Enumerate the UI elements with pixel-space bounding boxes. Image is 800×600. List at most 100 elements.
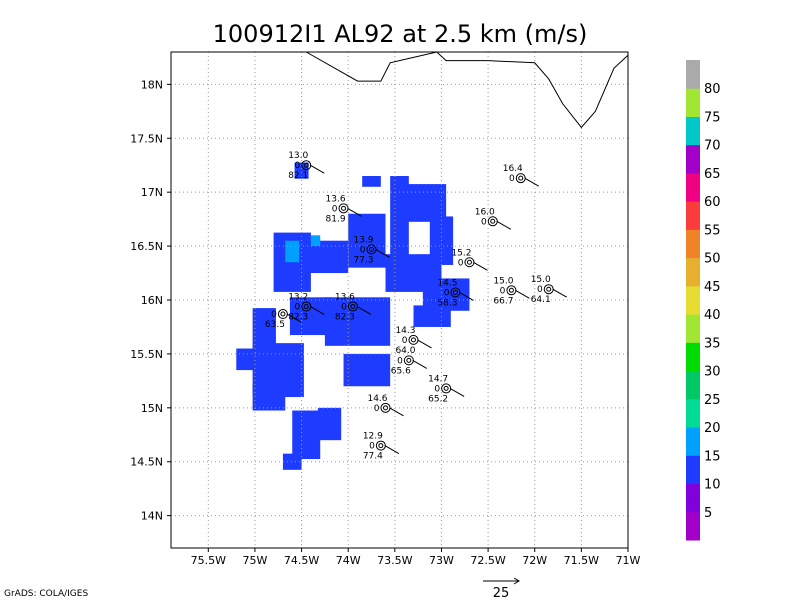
data-cell <box>399 184 447 222</box>
y-tick-label: 14.5N <box>130 456 163 469</box>
data-cell <box>289 297 332 336</box>
x-tick-label: 74W <box>336 554 361 567</box>
track-symbol <box>380 402 391 413</box>
wind-barb <box>417 339 432 349</box>
colorbar-swatch <box>686 483 700 513</box>
wind-barb <box>309 306 325 315</box>
pressure-label: 0 <box>444 288 450 298</box>
lon-label: 81.9 <box>326 214 346 224</box>
reference-vector: 25 <box>483 577 520 600</box>
lon-label: 65.6 <box>391 366 411 376</box>
track-point: 013.9 77.3 <box>353 235 390 265</box>
data-cell <box>252 308 276 346</box>
pressure-label: 0 <box>332 204 338 214</box>
track-symbol <box>403 355 414 366</box>
colorbar-label: 80 <box>704 82 721 97</box>
data-cell <box>236 348 265 371</box>
colorbar-swatch <box>686 314 700 343</box>
credit-text: GrADS: COLA/IGES <box>4 589 88 599</box>
colorbar-label: 55 <box>704 223 721 238</box>
colorbar-label: 70 <box>704 139 721 154</box>
pressure-label: 0 <box>500 286 506 296</box>
track-symbol-inner <box>452 289 458 295</box>
lat-label: 14.5 <box>437 278 457 288</box>
pressure-label: 0 <box>360 245 366 255</box>
lat-label: 14.6 <box>367 394 387 404</box>
lat-label: 15.0 <box>493 276 513 286</box>
track-symbol-inner <box>508 287 514 293</box>
wind-barb <box>347 207 362 217</box>
x-tick-label: 75W <box>243 554 268 567</box>
track-point: 014.5 58.3 <box>437 278 474 308</box>
data-cell <box>282 453 302 470</box>
data-cell <box>348 213 386 268</box>
colorbar-swatch <box>686 257 700 287</box>
data-cell <box>310 235 321 247</box>
plot-area: 013.082.1013.681.9013.977.3016.4016.0015… <box>130 51 641 567</box>
colorbar-swatch <box>686 229 700 259</box>
colorbar-swatch <box>686 342 700 372</box>
lon-label: 82.1 <box>288 171 308 181</box>
track-symbol <box>441 383 452 394</box>
track-point: 014.3 64.0 <box>395 326 432 356</box>
wind-barb <box>496 220 512 230</box>
lat-label: 16.4 <box>503 164 523 174</box>
track-points: 013.082.1013.681.9013.977.3016.4016.0015… <box>265 151 567 462</box>
data-cell <box>362 176 381 187</box>
track-point: 015.2 <box>451 248 488 271</box>
track-symbol <box>338 203 349 214</box>
data-cell <box>292 410 321 460</box>
track-symbol-inner <box>518 175 524 181</box>
colorbar-swatch <box>686 116 700 146</box>
coastline <box>305 51 629 129</box>
lon-label: 58.3 <box>437 298 457 308</box>
data-cell <box>413 305 451 327</box>
colorbar-swatch <box>686 144 700 174</box>
track-point: 013.6 81.9 <box>326 194 362 224</box>
colorbar-swatch <box>686 60 700 89</box>
lat-label: 12.9 <box>363 432 383 442</box>
track-symbol-inner <box>303 303 309 309</box>
track-symbol <box>375 440 386 451</box>
wind-barb <box>473 261 488 271</box>
x-tick-label: 73.5W <box>377 554 412 567</box>
track-point: 013.0 82.1 <box>288 151 325 181</box>
colorbar-label: 15 <box>704 449 721 464</box>
colorbar-label: 20 <box>704 421 721 436</box>
track-point: 016.0 <box>475 207 512 230</box>
lon-label: 63.5 <box>265 320 285 330</box>
lat-label: 14.3 <box>395 326 415 336</box>
track-symbol-inner <box>350 303 356 309</box>
colorbar-label: 40 <box>704 308 721 323</box>
colorbar-swatch <box>686 285 700 315</box>
track-symbol-inner <box>546 286 552 292</box>
y-tick-label: 17.5N <box>130 132 163 145</box>
lon-label: 64.0 <box>395 346 415 356</box>
track-symbol-inner <box>341 205 347 211</box>
colorbar-label: 25 <box>704 393 721 408</box>
data-cells <box>236 162 470 470</box>
data-cell <box>285 240 300 263</box>
track-point: 014.7 65.2 <box>428 374 465 404</box>
track-symbol <box>487 216 498 227</box>
data-cell <box>252 383 286 411</box>
track-symbol <box>515 173 526 184</box>
chart-title: 100912I1 AL92 at 2.5 km (m/s) <box>213 20 588 48</box>
track-point: 013.2 82.3 <box>288 292 325 322</box>
track-symbol-inner <box>406 357 412 363</box>
x-tick-label: 72W <box>522 554 547 567</box>
pressure-label: 0 <box>537 285 543 295</box>
y-tick-label: 16.5N <box>130 240 163 253</box>
data-cell <box>343 353 391 387</box>
track-point: 014.6 <box>367 394 404 417</box>
pressure-label: 0 <box>458 258 464 268</box>
lat-label: 15.0 <box>531 275 551 285</box>
track-symbol-inner <box>443 385 449 391</box>
pressure-label: 0 <box>369 442 375 452</box>
grid <box>171 52 629 548</box>
pressure-label: 0 <box>509 174 515 184</box>
colorbar-label: 60 <box>704 195 721 210</box>
reference-arrowhead <box>513 577 520 585</box>
colorbar-swatch <box>686 427 700 456</box>
track-symbol-inner <box>280 311 286 317</box>
